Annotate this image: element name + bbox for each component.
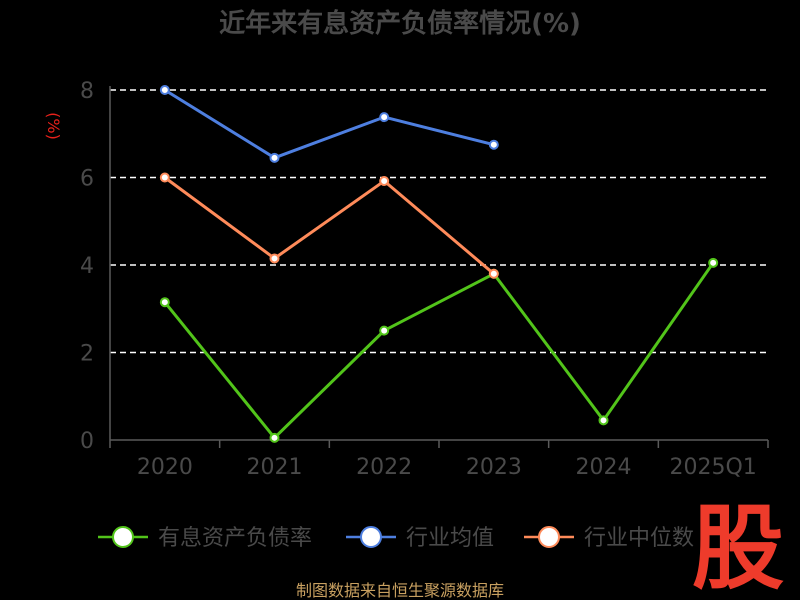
- data-point: [269, 253, 280, 264]
- legend-item[interactable]: 有息资产负债率: [98, 526, 312, 551]
- data-point: [379, 325, 390, 336]
- data-point: [488, 139, 499, 150]
- legend-label: 行业均值: [406, 526, 494, 551]
- series-group: [159, 85, 719, 443]
- axes: [109, 86, 769, 448]
- data-point: [269, 152, 280, 163]
- data-point: [379, 176, 390, 186]
- data-point: [159, 172, 170, 183]
- x-tick-labels: 2020 2021 2022 2023 2024 2025Q1: [137, 455, 757, 480]
- x-tick-label: 2023: [466, 455, 522, 480]
- y-tick-label: 8: [80, 79, 94, 104]
- y-tick-label: 2: [80, 342, 94, 367]
- series-line: [163, 261, 715, 440]
- series-line: [164, 88, 495, 160]
- legend-item[interactable]: 行业均值: [346, 526, 494, 551]
- chart-title: 近年来有息资产负债率情况(%): [219, 8, 581, 39]
- legend-marker: [112, 526, 134, 548]
- x-tick-label: 2021: [247, 455, 303, 480]
- x-tick-label: 2024: [576, 455, 632, 480]
- legend-marker: [538, 526, 560, 548]
- x-tick-label: 2022: [356, 455, 412, 480]
- data-point: [379, 112, 390, 123]
- series-2: [159, 172, 499, 279]
- legend-item[interactable]: 行业中位数: [524, 526, 694, 551]
- data-point: [598, 415, 609, 426]
- series-line: [163, 176, 495, 275]
- legend-label: 行业中位数: [584, 526, 694, 551]
- y-tick-label: 0: [80, 429, 94, 454]
- series-0: [159, 257, 719, 443]
- series-1: [159, 85, 499, 163]
- data-point: [269, 432, 280, 443]
- y-tick-label: 6: [80, 167, 94, 192]
- x-tick-label: 2025Q1: [670, 455, 757, 480]
- data-source-note: 制图数据来自恒生聚源数据库: [296, 581, 504, 600]
- y-tick-label: 4: [80, 254, 94, 279]
- x-tick-label: 2020: [137, 455, 193, 480]
- data-point: [159, 297, 170, 308]
- legend-label: 有息资产负债率: [158, 526, 312, 551]
- y-axis-label: (%): [44, 112, 63, 140]
- data-point: [159, 85, 170, 95]
- watermark-logo: 股: [692, 495, 784, 600]
- legend[interactable]: 有息资产负债率 行业均值 行业中位数: [98, 526, 694, 551]
- data-point: [708, 257, 719, 268]
- y-tick-labels: 0 2 4 6 8: [80, 79, 94, 454]
- legend-marker: [360, 526, 382, 548]
- data-point: [488, 268, 499, 279]
